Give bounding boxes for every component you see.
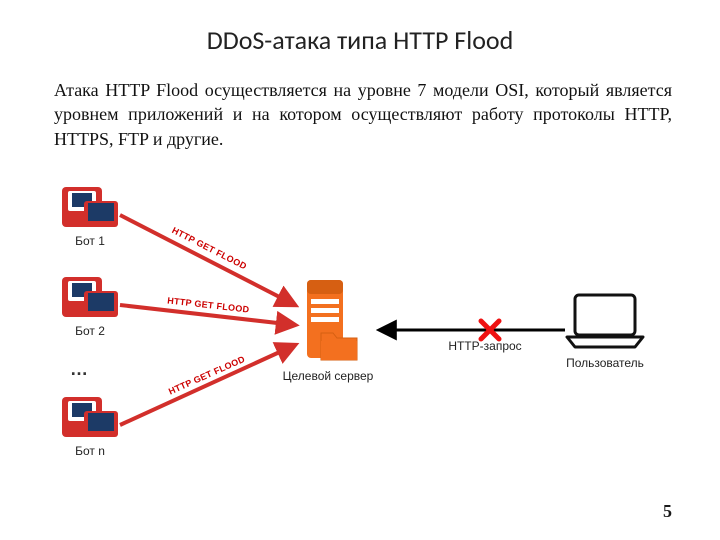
body-paragraph: Атака HTTP Flood осуществляется на уровн… (54, 78, 672, 151)
edge-http-request: HTTP-запрос (380, 321, 565, 353)
node-label: Бот 2 (75, 324, 105, 338)
page-number: 5 (663, 501, 672, 522)
edge-label: HTTP-запрос (448, 339, 521, 353)
edge-flood-n: HTTP GET FLOOD (120, 345, 295, 425)
node-target-server: Целевой сервер (283, 280, 374, 383)
node-label: Целевой сервер (283, 369, 374, 383)
laptop-icon (567, 295, 643, 347)
node-label: Бот n (75, 444, 105, 458)
node-label: Бот 1 (75, 234, 105, 248)
http-flood-diagram: HTTP GET FLOOD HTTP GET FLOOD HTTP GET F… (40, 175, 680, 485)
node-bot-2: Бот 2 (62, 277, 118, 338)
node-user: Пользователь (566, 295, 644, 370)
page-title: DDoS-атака типа HTTP Flood (0, 24, 720, 56)
node-bot-n: Бот n (62, 397, 118, 458)
edge-label: HTTP GET FLOOD (167, 354, 247, 397)
node-bot-1: Бот 1 (62, 187, 118, 248)
ellipsis: … (70, 359, 88, 379)
edge-flood-2: HTTP GET FLOOD (120, 295, 295, 325)
edge-flood-1: HTTP GET FLOOD (120, 215, 295, 305)
node-label: Пользователь (566, 356, 644, 370)
